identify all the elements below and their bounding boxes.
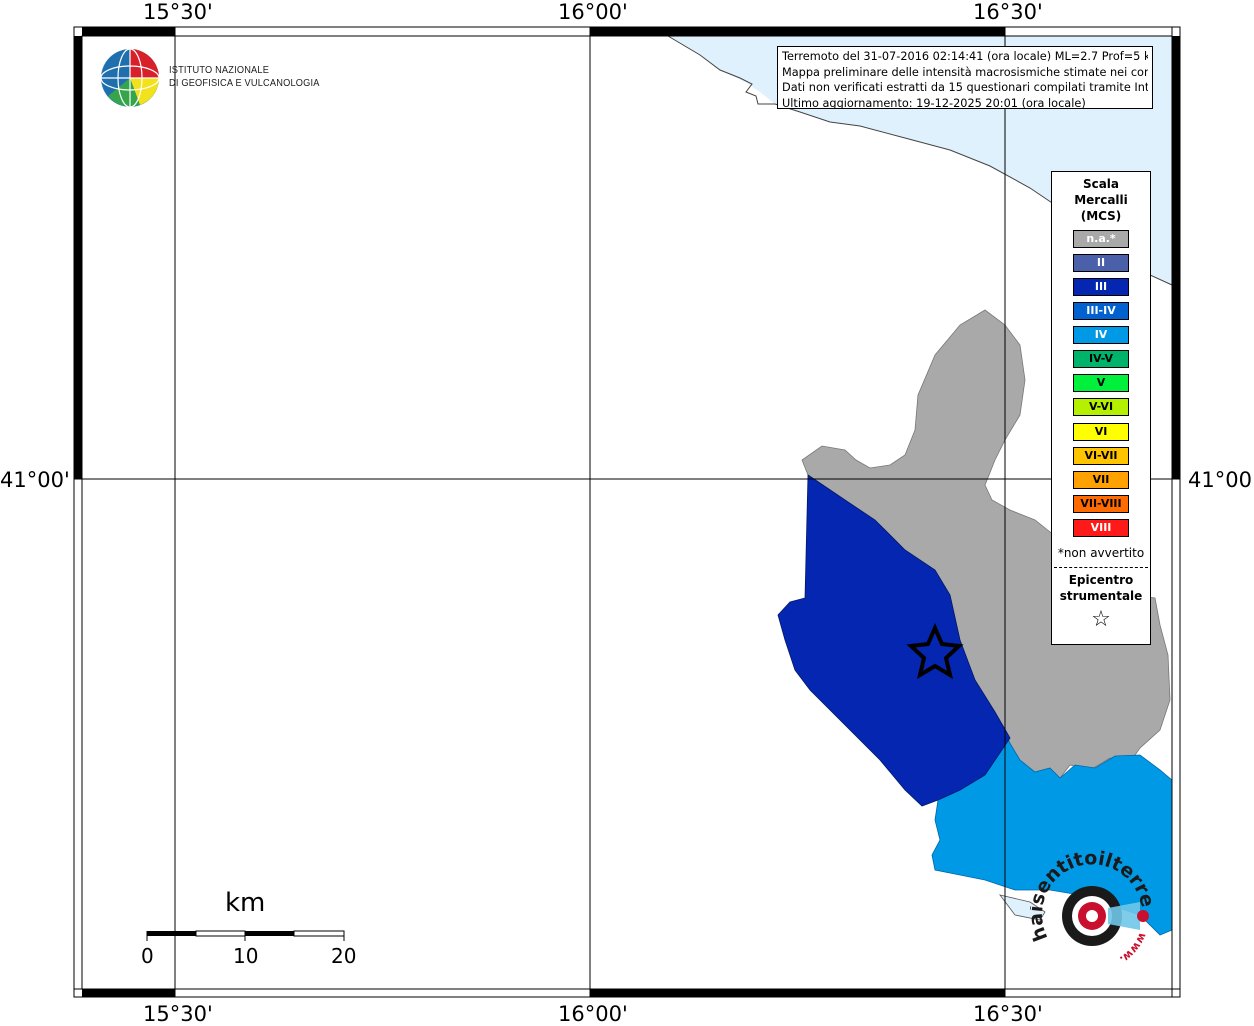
scale-label-0: 0 (141, 944, 154, 968)
lat-label-left-4100: 41°00' (0, 468, 70, 492)
ingv-logo-text: ISTITUTO NAZIONALE DI GEOFISICA E VULCAN… (169, 64, 320, 90)
legend-swatch-vii: VII (1073, 471, 1129, 489)
legend-swatch-v: V (1073, 374, 1129, 392)
legend-title: Scala Mercalli (MCS) (1052, 176, 1150, 224)
legend-swatch-v-vi: V-VI (1073, 398, 1129, 416)
lon-label-top-1600: 16°00' (558, 0, 628, 24)
coast-lagoon (999, 894, 1046, 921)
legend-title-line-3: (MCS) (1080, 209, 1122, 223)
legend-title-line-2: Mercalli (1074, 193, 1128, 207)
scale-label-20: 20 (331, 944, 357, 968)
legend-epicenter-label: Epicentro strumentale (1052, 572, 1150, 604)
legend-title-line-1: Scala (1082, 177, 1120, 191)
legend-swatch-iii: III (1073, 278, 1129, 296)
graticule (82, 36, 1172, 989)
region-iii (777, 474, 1011, 807)
logo-line-1: ISTITUTO NAZIONALE (169, 64, 270, 76)
info-line-3: Dati non verificati estratti da 15 quest… (782, 81, 1148, 94)
legend-swatch-iii-iv: III-IV (1073, 302, 1129, 320)
scale-unit: km (225, 888, 266, 918)
legend-swatch-iv-v: IV-V (1073, 350, 1129, 368)
legend-epicenter-line-1: Epicentro (1068, 573, 1134, 587)
info-line-4: Ultimo aggiornamento: 19-12-2025 20:01 (… (782, 96, 1086, 109)
legend-swatch-vii-viii: VII-VIII (1073, 495, 1129, 513)
haisentito-badge-logo: haisentitoilterremoto.it www. (1030, 850, 1158, 967)
legend-swatch-iv: IV (1073, 326, 1129, 344)
lon-label-bottom-1600: 16°00' (558, 1002, 628, 1026)
logo-line-2: DI GEOFISICA E VULCANOLOGIA (169, 77, 320, 89)
svg-text:www.: www. (1117, 931, 1149, 967)
legend-swatch-vi-vii: VI-VII (1073, 447, 1129, 465)
legend-swatch-viii: VIII (1073, 519, 1129, 537)
mcs-legend: Scala Mercalli (MCS) n.a.* II III III-IV… (1051, 171, 1151, 645)
ingv-globe-logo (100, 48, 160, 108)
legend-swatch-vi: VI (1073, 423, 1129, 441)
map-frame (73, 26, 1181, 998)
legend-separator (1054, 567, 1148, 568)
info-line-1: Terremoto del 31-07-2016 02:14:41 (ora l… (782, 50, 1148, 63)
lon-label-bottom-1630: 16°30' (973, 1002, 1043, 1026)
legend-swatch-na: n.a.* (1073, 230, 1129, 248)
event-info-box: Terremoto del 31-07-2016 02:14:41 (ora l… (777, 46, 1153, 109)
scale-bar (146, 930, 345, 941)
legend-swatch-ii: II (1073, 254, 1129, 272)
lon-label-top-1530: 15°30' (143, 0, 213, 24)
lon-label-top-1630: 16°30' (973, 0, 1043, 24)
lat-label-right-4100: 41°00' (1188, 468, 1254, 492)
info-line-2: Mappa preliminare delle intensità macros… (782, 65, 1148, 79)
lon-label-bottom-1530: 15°30' (143, 1002, 213, 1026)
legend-epicenter-line-2: strumentale (1059, 589, 1143, 603)
scale-label-10: 10 (233, 944, 259, 968)
epicenter-star (906, 623, 964, 680)
badge-www: www. (1117, 931, 1149, 967)
legend-note: *non avvertito (1057, 546, 1145, 560)
legend-star-icon: ☆ (1091, 607, 1111, 632)
